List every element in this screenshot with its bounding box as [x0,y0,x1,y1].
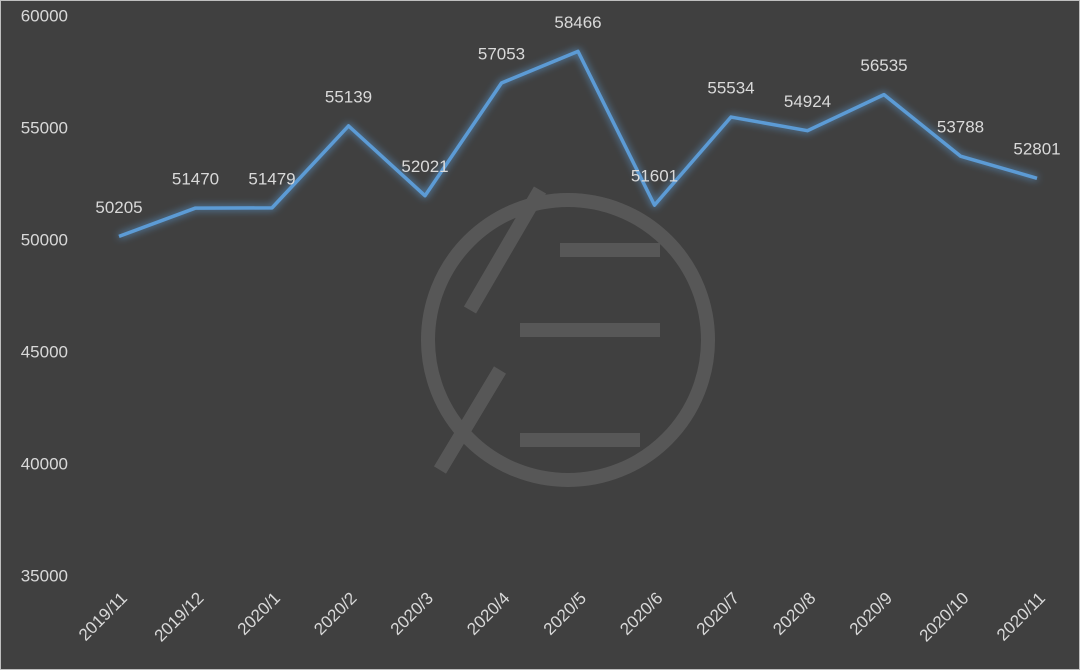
data-label: 56535 [860,56,907,75]
data-label: 52021 [401,157,448,176]
y-tick-label: 40000 [21,454,68,473]
data-label: 52801 [1013,140,1060,159]
data-label: 51601 [631,167,678,186]
data-label: 55534 [707,79,754,98]
watermark [421,186,715,487]
data-label: 54924 [784,92,831,111]
y-tick-label: 35000 [21,566,68,585]
data-label: 57053 [478,44,525,63]
y-tick-label: 50000 [21,230,68,249]
y-tick-label: 55000 [21,118,68,137]
data-label: 51479 [248,169,295,188]
y-tick-label: 45000 [21,342,68,361]
line-series [118,49,1038,239]
data-label: 58466 [554,13,601,32]
data-label: 53788 [937,118,984,137]
data-label: 55139 [325,87,372,106]
data-label: 51470 [172,170,219,189]
y-tick-label: 60000 [21,6,68,25]
data-label: 50205 [95,198,142,217]
